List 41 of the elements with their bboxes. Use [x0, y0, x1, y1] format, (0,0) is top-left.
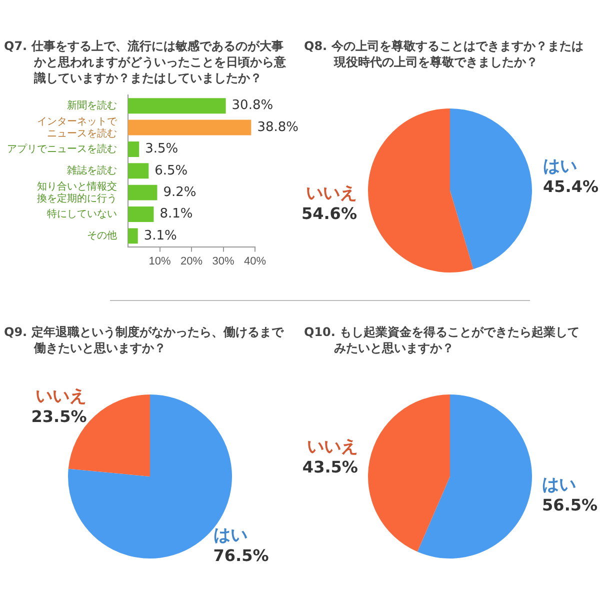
chart-title: Q9. 定年退職という制度がなかったら、働けるまで働きたいと思いますか？ [3, 324, 285, 356]
data-label: 54.6% [301, 204, 357, 224]
bar [128, 120, 252, 136]
data-label: 43.5% [302, 458, 358, 477]
data-label: 56.5% [542, 496, 598, 515]
data-label: 30.8% [232, 98, 274, 114]
bar [128, 184, 158, 200]
y-tick-label: 特にしていない [47, 208, 117, 220]
x-tick-label: 10% [148, 255, 171, 268]
bar [128, 206, 154, 222]
slice-label: いいえ [306, 436, 358, 457]
slice-label: いいえ [36, 386, 87, 406]
slice-label: はい [542, 474, 576, 495]
data-label: 45.4% [543, 177, 599, 196]
slice-label: はい [543, 156, 578, 176]
bar [128, 228, 138, 244]
y-tick-label: その他 [87, 230, 117, 242]
x-tick-label: 20% [180, 255, 203, 268]
data-label: 3.1% [144, 228, 177, 244]
y-tick-label: 新聞を読む [67, 100, 117, 112]
data-label: 23.5% [31, 407, 87, 426]
y-tick-label: 雑誌を読む [67, 164, 117, 177]
bar [128, 98, 226, 114]
chart-title: Q8. 今の上司を尊敬することはできますか？または現役時代の上司を尊敬できましたか？ [303, 38, 584, 70]
x-tick-label: 40% [244, 255, 266, 268]
slice-label: はい [213, 525, 248, 546]
y-tick-label: アプリでニュースを読む [7, 142, 117, 155]
data-label: 9.2% [163, 184, 196, 200]
data-label: 6.5% [154, 163, 188, 178]
data-label: 38.8% [257, 120, 299, 135]
bar [128, 163, 149, 179]
y-tick-label: 知り合いと情報交換を定期的に行う [37, 180, 117, 204]
chart-title: Q7. 仕事をする上で、流行には敏感であるのが大事かと思われますがどういったことを日頃から意識していますか？またはしていましたか？ [3, 38, 287, 86]
chart-title: Q10. もし起業資金を得ることができたら起業してみたいと思いますか？ [303, 324, 581, 356]
data-label: 8.1% [160, 206, 193, 222]
bar [128, 141, 140, 157]
data-label: 76.5% [213, 546, 269, 566]
x-tick-label: 30% [212, 255, 234, 268]
slice-label: いいえ [306, 183, 357, 204]
data-label: 3.5% [145, 142, 178, 157]
y-tick-label: インターネットでニュースを読む [37, 116, 118, 140]
